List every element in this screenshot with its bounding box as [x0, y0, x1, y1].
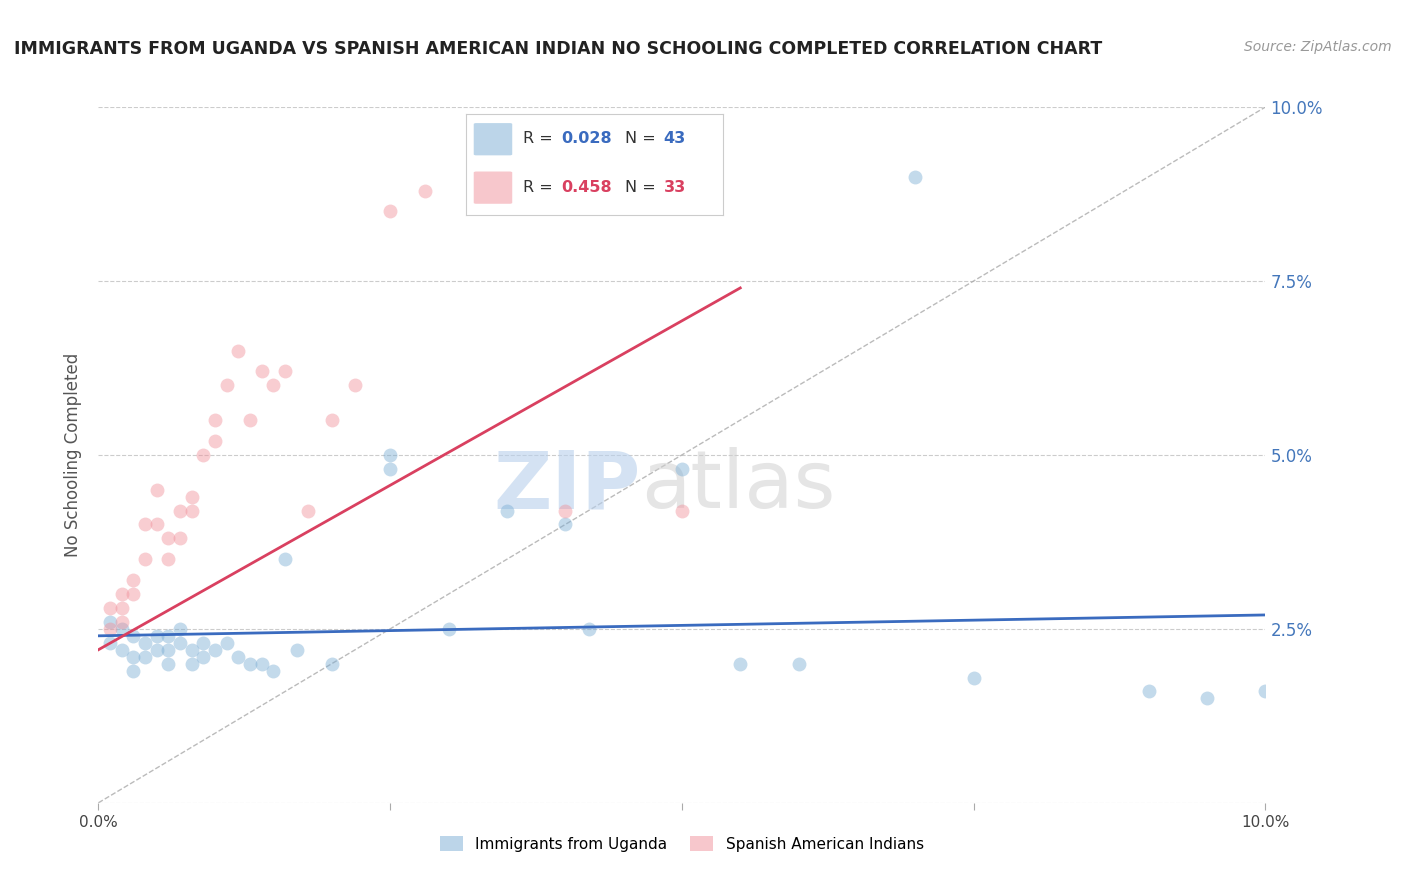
Point: [134, 636, 156, 650]
Point: [193, 649, 215, 664]
Point: [730, 657, 752, 671]
Point: [1195, 691, 1218, 706]
Point: [239, 657, 262, 671]
Point: [122, 649, 145, 664]
Point: [671, 503, 693, 517]
Point: [98, 622, 121, 636]
Point: [157, 657, 180, 671]
Point: [180, 503, 202, 517]
Point: [193, 636, 215, 650]
Point: [262, 378, 284, 392]
Point: [134, 517, 156, 532]
Text: atlas: atlas: [641, 447, 835, 525]
Point: [1254, 684, 1277, 698]
Point: [204, 642, 226, 657]
Point: [204, 413, 226, 427]
Point: [250, 657, 273, 671]
Point: [180, 657, 202, 671]
Point: [111, 622, 134, 636]
Point: [193, 448, 215, 462]
Point: [554, 503, 576, 517]
Point: [215, 378, 238, 392]
Point: [437, 622, 460, 636]
Point: [169, 532, 191, 546]
Point: [122, 587, 145, 601]
Point: [122, 664, 145, 678]
Text: ZIP: ZIP: [494, 447, 641, 525]
Point: [111, 601, 134, 615]
Point: [157, 642, 180, 657]
Point: [157, 532, 180, 546]
Point: [111, 587, 134, 601]
Point: [344, 378, 367, 392]
Text: IMMIGRANTS FROM UGANDA VS SPANISH AMERICAN INDIAN NO SCHOOLING COMPLETED CORRELA: IMMIGRANTS FROM UGANDA VS SPANISH AMERIC…: [14, 40, 1102, 58]
Point: [146, 629, 169, 643]
Point: [380, 448, 402, 462]
Point: [274, 552, 297, 566]
Point: [297, 503, 319, 517]
Point: [180, 642, 202, 657]
Point: [380, 462, 402, 476]
Point: [134, 552, 156, 566]
Point: [262, 664, 284, 678]
Point: [111, 642, 134, 657]
Point: [274, 364, 297, 378]
Point: [146, 642, 169, 657]
Point: [239, 413, 262, 427]
Point: [146, 483, 169, 497]
Point: [554, 517, 576, 532]
Point: [157, 552, 180, 566]
Point: [671, 462, 693, 476]
Point: [98, 615, 121, 629]
Point: [285, 642, 308, 657]
Point: [169, 503, 191, 517]
Point: [111, 615, 134, 629]
Point: [380, 204, 402, 219]
Point: [1137, 684, 1160, 698]
Point: [321, 657, 343, 671]
Point: [134, 649, 156, 664]
Point: [122, 573, 145, 587]
Point: [228, 649, 250, 664]
Point: [904, 169, 927, 184]
Point: [578, 622, 600, 636]
Point: [146, 517, 169, 532]
Point: [250, 364, 273, 378]
Point: [228, 343, 250, 358]
Point: [962, 671, 984, 685]
Point: [787, 657, 810, 671]
Y-axis label: No Schooling Completed: No Schooling Completed: [65, 353, 83, 557]
Text: Source: ZipAtlas.com: Source: ZipAtlas.com: [1244, 40, 1392, 54]
Point: [496, 503, 519, 517]
Point: [321, 413, 343, 427]
Point: [180, 490, 202, 504]
Point: [98, 601, 121, 615]
Point: [169, 636, 191, 650]
Point: [157, 629, 180, 643]
Point: [122, 629, 145, 643]
Point: [98, 636, 121, 650]
Point: [215, 636, 238, 650]
Point: [169, 622, 191, 636]
Legend: Immigrants from Uganda, Spanish American Indians: Immigrants from Uganda, Spanish American…: [434, 830, 929, 858]
Point: [204, 434, 226, 448]
Point: [413, 184, 436, 198]
